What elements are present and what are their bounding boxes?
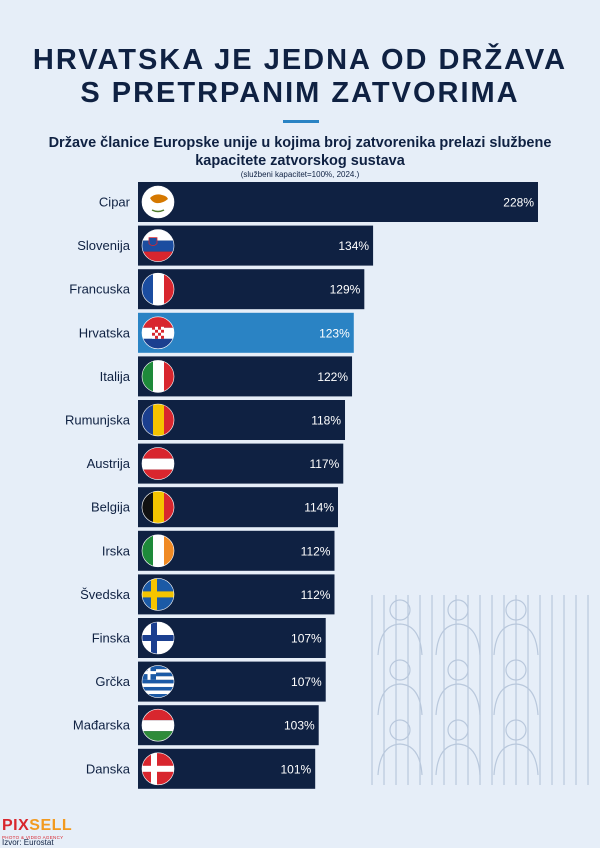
italy-flag-icon [142, 360, 174, 393]
category-label: Belgija [91, 500, 131, 515]
logo-sell-text: SELL [29, 817, 73, 834]
data-label: 117% [309, 457, 339, 471]
data-label: 107% [291, 675, 322, 689]
subtitle-line-1: Države članice Europske unije u kojima b… [48, 135, 552, 151]
slovenia-flag-icon [142, 229, 174, 262]
category-label: Francuska [69, 282, 130, 297]
category-label: Hrvatska [79, 325, 131, 340]
data-label: 228% [503, 196, 534, 210]
category-label: Irska [102, 543, 131, 558]
category-label: Švedska [80, 587, 131, 602]
data-label: 123% [319, 326, 350, 340]
category-label: Finska [92, 631, 131, 646]
hungary-flag-icon [142, 709, 174, 742]
title-line-1: HRVATSKA JE JEDNA OD DRŽAVA [32, 44, 568, 76]
category-label: Grčka [95, 674, 130, 689]
capacity-note: (službeni kapacitet=100%, 2024.) [240, 170, 360, 179]
belgium-flag-icon [142, 491, 174, 524]
bar-2 [138, 269, 365, 310]
pixsell-logo: PIXSELL PHOTO & VIDEO AGENCY [2, 817, 73, 841]
prison-bars-illustration [371, 595, 589, 785]
source-note: Izvor: Eurostat [2, 838, 54, 847]
data-label: 129% [330, 283, 361, 297]
data-label: 122% [317, 370, 348, 384]
data-label: 103% [284, 719, 315, 733]
ireland-flag-icon [142, 534, 174, 567]
page-title: HRVATSKA JE JEDNA OD DRŽAVA S PRETRPANIM… [0, 44, 600, 110]
data-label: 118% [311, 414, 341, 428]
data-label: 107% [291, 632, 322, 646]
category-label: Rumunjska [65, 413, 131, 428]
logo-tagline: PHOTO & VIDEO AGENCY [2, 835, 64, 840]
france-flag-icon [142, 273, 174, 306]
category-label: Danska [86, 761, 131, 776]
data-label: 112% [301, 588, 331, 602]
greece-flag-icon [142, 665, 174, 698]
denmark-flag-icon [142, 752, 174, 785]
cyprus-flag-icon [142, 186, 174, 218]
bar-1 [138, 225, 374, 266]
chart-subtitle: Države članice Europske unije u kojima b… [20, 134, 580, 170]
category-label: Austrija [87, 456, 131, 471]
category-label: Cipar [99, 195, 131, 210]
bar-0 [138, 182, 538, 222]
category-label: Italija [100, 369, 131, 384]
subtitle-line-2: kapacitete zatvorskog sustava [195, 153, 405, 169]
data-label: 114% [304, 501, 334, 515]
category-label: Slovenija [77, 238, 131, 253]
finland-flag-icon [142, 622, 174, 654]
sweden-flag-icon [142, 578, 174, 611]
data-label: 134% [338, 239, 369, 253]
title-line-2: S PRETRPANIM ZATVORIMA [80, 77, 520, 109]
logo-pix-text: PIX [2, 817, 30, 834]
romania-flag-icon [142, 404, 174, 436]
data-label: 112% [301, 544, 331, 558]
austria-flag-icon [142, 447, 174, 480]
data-label: 101% [280, 762, 311, 776]
category-label: Mađarska [73, 718, 131, 733]
croatia-flag-icon [142, 316, 174, 349]
title-divider [283, 120, 319, 123]
